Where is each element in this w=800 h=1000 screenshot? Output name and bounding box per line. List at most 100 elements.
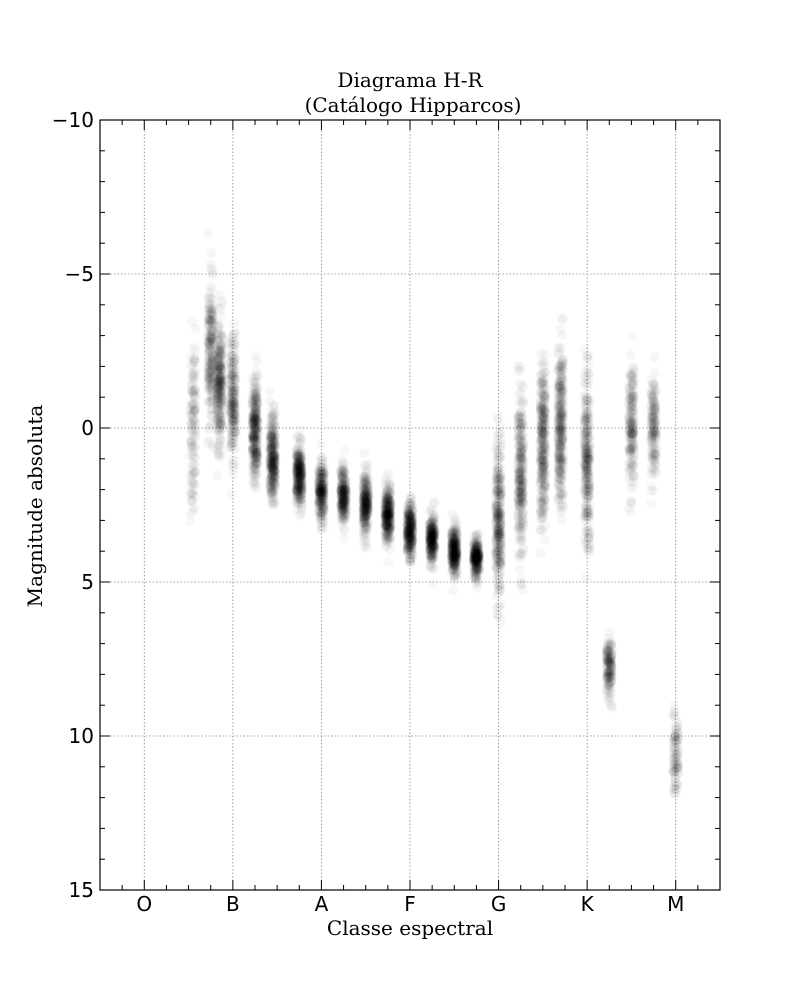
star-point [252,357,262,367]
star-point [186,508,196,518]
star-point [230,424,240,434]
star-point [228,391,238,401]
star-point [361,492,371,502]
star-point [360,529,370,539]
star-point [339,514,349,524]
star-point [203,380,213,390]
star-point [252,451,262,461]
star-point [251,472,261,482]
star-point [251,481,261,491]
star-point [228,470,238,480]
star-point [492,533,502,543]
star-point [214,439,224,449]
star-point [514,533,524,543]
star-point [536,548,546,558]
star-point [265,396,275,406]
star-point [248,418,258,428]
star-point [316,477,326,487]
star-point [336,486,346,496]
star-point [361,540,371,550]
star-point [188,440,198,450]
star-point [518,382,528,392]
star-point [428,579,438,589]
star-point [187,497,197,507]
star-point [316,439,326,449]
star-point [359,448,369,458]
star-point [248,399,258,409]
star-point [213,402,223,412]
star-point [381,498,391,508]
star-point [229,318,239,328]
chart-subtitle: (Catálogo Hipparcos) [305,93,522,117]
star-point [494,494,504,504]
star-point [472,542,482,552]
star-point [297,434,307,444]
star-point [315,493,325,503]
star-point [191,428,201,438]
star-point [228,460,238,470]
star-point [451,553,461,563]
star-point [203,228,213,238]
star-point [214,360,224,370]
star-point [451,529,461,539]
star-point [380,480,390,490]
star-point [427,518,437,528]
star-point [514,430,524,440]
star-point [230,340,240,350]
star-point [518,396,528,406]
star-point [518,465,528,475]
star-point [316,514,326,524]
star-point [215,453,225,463]
scatter-points [185,228,683,799]
star-point [513,549,523,559]
star-point [513,361,523,371]
star-point [265,386,275,396]
star-point [491,547,501,557]
star-point [229,400,239,410]
star-point [472,559,482,569]
star-point [405,498,415,508]
star-point [515,565,525,575]
star-point [266,431,276,441]
star-point [250,377,260,387]
star-point [360,460,370,470]
star-point [448,538,458,548]
star-point [452,565,462,575]
star-point [267,451,277,461]
star-point [316,525,326,535]
star-point [226,489,236,499]
grid-layer [100,120,720,890]
star-point [186,418,196,428]
star-point [448,585,458,595]
star-point [189,466,199,476]
star-point [226,375,236,385]
star-point [252,386,262,396]
star-point [297,482,307,492]
star-point [338,497,348,507]
star-point [319,501,329,511]
star-point [316,467,326,477]
chart-title: Diagrama H-R [337,68,483,92]
star-point [217,369,227,379]
star-point [186,487,196,497]
star-point [515,482,525,492]
star-point [268,418,278,428]
star-point [383,558,393,568]
star-point [191,323,201,333]
star-point [185,451,195,461]
star-point [540,350,550,360]
star-point [204,292,214,302]
star-point [426,562,436,572]
star-point [268,461,278,471]
star-point [517,574,527,584]
star-point [495,585,505,595]
star-point [494,472,504,482]
star-point [189,407,199,417]
star-point [405,540,415,550]
star-point [213,416,223,426]
star-point [295,457,305,467]
star-point [495,511,505,521]
star-point [427,539,437,549]
star-point [188,476,198,486]
